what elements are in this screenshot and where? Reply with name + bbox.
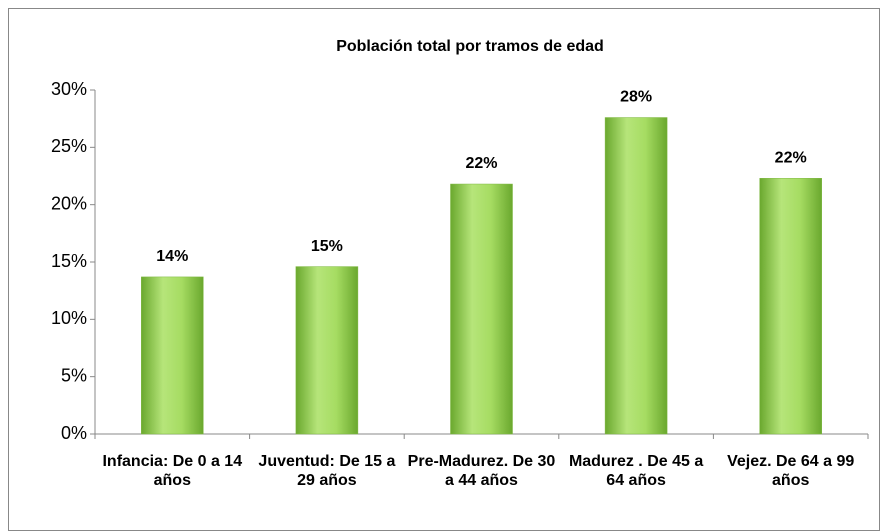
data-label: 28%: [620, 89, 652, 106]
data-label: 15%: [311, 238, 343, 255]
chart-border: [8, 8, 880, 531]
bar: [759, 178, 822, 435]
bar: [450, 183, 513, 435]
data-label: 14%: [156, 248, 188, 265]
x-tick-label-box: Infancia: De 0 a 14 años: [102, 453, 243, 489]
x-tick-label: Madurez . De 45 a 64 años: [568, 453, 704, 489]
x-tick-label-box: Vejez. De 64 a 99 años: [727, 453, 855, 489]
y-tick-label: 10%: [51, 308, 87, 328]
x-tick-label-box: Juventud: De 15 a 29 años: [258, 453, 396, 489]
x-tick-label: Infancia: De 0 a 14 años: [102, 453, 243, 489]
bar: [604, 117, 668, 435]
y-tick-label: 30%: [51, 79, 87, 99]
y-tick-label: 15%: [51, 251, 87, 271]
data-label: 22%: [465, 155, 497, 172]
y-tick-label: 5%: [61, 365, 87, 385]
chart-title: Población total por tramos de edad: [336, 38, 604, 55]
x-tick-label-box: Pre-Madurez. De 30 a 44 años: [407, 453, 556, 489]
x-tick-label-box: Madurez . De 45 a 64 años: [568, 453, 704, 489]
y-tick-label: 0%: [61, 423, 87, 443]
x-tick-label: Vejez. De 64 a 99 años: [727, 453, 855, 489]
y-tick-label: 20%: [51, 193, 87, 213]
x-tick-label: Pre-Madurez. De 30 a 44 años: [407, 453, 556, 489]
x-tick-label: Juventud: De 15 a 29 años: [258, 453, 396, 489]
bar: [295, 266, 359, 435]
y-tick-label: 25%: [51, 136, 87, 156]
data-label: 22%: [775, 150, 807, 167]
bar: [141, 276, 204, 435]
